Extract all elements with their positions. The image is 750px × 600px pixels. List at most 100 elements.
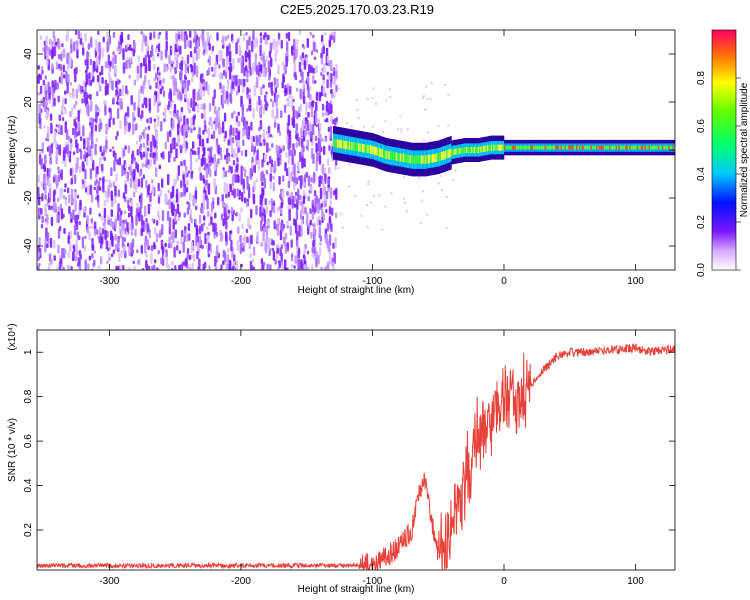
spectrogram-cell <box>303 182 306 186</box>
spectrogram-cell <box>316 217 319 227</box>
spectrogram-cell <box>111 198 114 208</box>
spectrogram-cell <box>278 176 281 185</box>
spectrogram-cell <box>288 209 291 221</box>
spectrogram-cell <box>198 225 202 235</box>
spectrogram-cell <box>326 100 329 112</box>
spectrogram-cell <box>299 55 302 61</box>
spectrogram-cell <box>441 188 444 191</box>
spectrogram-cell <box>237 147 240 153</box>
spectrogram-cell <box>243 119 246 130</box>
spectrogram-cell <box>114 243 118 252</box>
spectrogram-cell <box>164 141 167 150</box>
spectrogram-cell <box>174 43 177 54</box>
spectrogram-cell <box>324 173 327 184</box>
spectrogram-cell <box>264 67 268 74</box>
spectrogram-cell <box>213 89 216 99</box>
spectrogram-cell <box>454 169 457 172</box>
spectrogram-cell <box>302 254 306 259</box>
spectrogram-cell <box>176 142 179 148</box>
spectrogram-cell <box>184 63 188 74</box>
spectrogram-cell <box>295 49 298 58</box>
spectrogram-cell <box>147 185 150 196</box>
y-tick-label: 0.4 <box>23 478 34 492</box>
spectrogram-cell <box>245 120 248 126</box>
spectrogram-cell <box>190 241 194 254</box>
spectrogram-cell <box>281 81 284 89</box>
spectrogram-cell <box>259 108 262 115</box>
spectrogram-cell <box>158 164 161 170</box>
spectrogram-cell <box>148 98 151 108</box>
spectrogram-cell <box>365 144 368 153</box>
spectrogram-cell <box>125 60 128 70</box>
spectrogram-cell <box>244 234 247 244</box>
spectrogram-cell <box>312 74 315 84</box>
spectrogram-cell <box>165 194 168 204</box>
y-tick-label: 20 <box>23 96 34 108</box>
spectrogram-cell <box>141 41 144 53</box>
spectrogram-cell <box>596 145 598 150</box>
spectrogram-cell <box>116 212 120 221</box>
spectrogram-cell <box>99 227 103 232</box>
spectrogram-cell <box>114 233 117 241</box>
spectrogram-cell <box>214 212 217 219</box>
spectrogram-cell <box>97 265 101 270</box>
spectrogram-cell <box>192 141 195 149</box>
spectrogram-cell <box>85 152 88 158</box>
spectrogram-cell <box>238 189 241 197</box>
spectrogram-cell <box>283 104 287 113</box>
spectrogram-cell <box>141 85 145 95</box>
spectrogram-cell <box>430 82 433 85</box>
spectrogram-cell <box>66 187 70 194</box>
spectrogram-cell <box>82 125 85 137</box>
spectrogram-cell <box>199 95 202 100</box>
spectrogram-cell <box>184 258 188 267</box>
spectrogram-cell <box>270 81 273 93</box>
spectrogram-cell <box>188 263 191 270</box>
spectrogram-cell <box>215 161 219 168</box>
spectrogram-cell <box>594 145 597 150</box>
spectrogram-cell <box>329 59 333 72</box>
spectrogram-cell <box>366 226 369 229</box>
spectrogram-cell <box>579 145 581 150</box>
spectrogram-cell <box>235 260 238 270</box>
spectrogram-cell <box>208 265 211 270</box>
spectrogram-cell <box>292 119 296 129</box>
spectrogram-cell <box>381 228 384 231</box>
spectrogram-cell <box>287 32 291 41</box>
spectrogram-cell <box>125 112 128 117</box>
spectrogram-cell <box>129 177 133 189</box>
spectrogram-cell <box>195 50 199 61</box>
spectrogram-cell <box>173 156 176 162</box>
spectrogram-cell <box>312 41 316 52</box>
spectrogram-cell <box>127 145 131 154</box>
spectrogram-cell <box>404 201 407 204</box>
spectrogram-cell <box>268 200 271 206</box>
spectrogram-cell <box>259 44 262 57</box>
spectrogram-cell <box>249 260 253 270</box>
spectrogram-cell <box>37 269 41 270</box>
spectrogram-cell <box>325 208 328 214</box>
spectrogram-cell <box>196 242 199 250</box>
spectrogram-cell <box>78 166 82 174</box>
spectrogram-cell <box>120 31 124 43</box>
spectrogram-cell <box>402 176 405 179</box>
spectrogram-cell <box>201 223 204 232</box>
spectrogram-cell <box>240 207 243 213</box>
spectrogram-cell <box>96 43 99 52</box>
spectrogram-cell <box>260 220 263 232</box>
spectrogram-cell <box>170 242 173 249</box>
spectrogram-cell <box>293 219 296 226</box>
spectrogram-cell <box>542 145 544 150</box>
spectrogram-cell <box>202 36 205 47</box>
spectrogram-cell <box>198 214 202 224</box>
spectrogram-cell <box>394 152 397 161</box>
spectrogram-cell <box>518 145 521 150</box>
spectrogram-cell <box>45 109 48 120</box>
spectrogram-cell <box>107 219 110 225</box>
spectrogram-cell <box>298 137 301 147</box>
spectrogram-cell <box>59 188 62 200</box>
spectrogram-cell <box>296 193 300 204</box>
spectrogram-cell <box>381 149 384 158</box>
spectrogram-cell <box>218 72 222 80</box>
spectrogram-cell <box>96 74 100 83</box>
